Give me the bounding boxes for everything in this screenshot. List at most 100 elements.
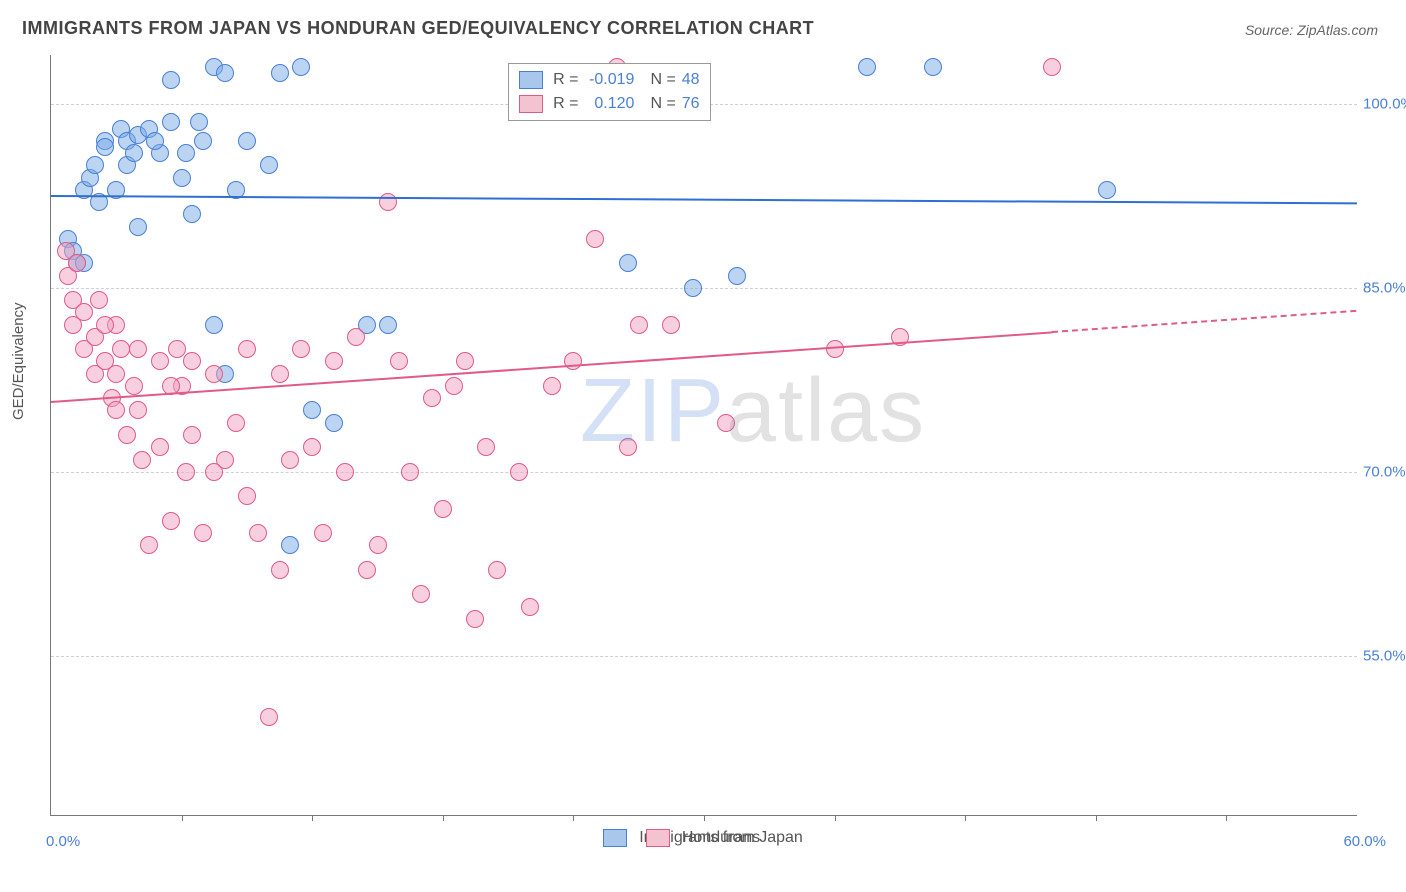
data-point xyxy=(133,451,151,469)
data-point xyxy=(826,340,844,358)
data-point xyxy=(325,352,343,370)
x-start-label: 0.0% xyxy=(46,833,80,850)
data-point xyxy=(125,144,143,162)
data-point xyxy=(358,561,376,579)
legend-swatch xyxy=(603,829,627,847)
data-point xyxy=(379,316,397,334)
n-value: 48 xyxy=(682,71,700,89)
data-point xyxy=(129,401,147,419)
data-point xyxy=(183,352,201,370)
gridline xyxy=(51,288,1357,289)
ytick-label: 85.0% xyxy=(1363,279,1406,296)
data-point xyxy=(129,218,147,236)
legend-swatch xyxy=(519,95,543,113)
data-point xyxy=(249,524,267,542)
xtick xyxy=(1226,815,1227,821)
data-point xyxy=(271,561,289,579)
data-point xyxy=(369,536,387,554)
data-point xyxy=(434,500,452,518)
data-point xyxy=(488,561,506,579)
xtick xyxy=(182,815,183,821)
data-point xyxy=(271,64,289,82)
data-point xyxy=(728,267,746,285)
data-point xyxy=(619,438,637,456)
data-point xyxy=(292,58,310,76)
data-point xyxy=(151,352,169,370)
legend-label: Hondurans xyxy=(682,829,760,847)
data-point xyxy=(412,585,430,603)
data-point xyxy=(227,414,245,432)
data-point xyxy=(173,169,191,187)
xtick xyxy=(573,815,574,821)
data-point xyxy=(281,451,299,469)
data-point xyxy=(162,512,180,530)
data-point xyxy=(510,463,528,481)
legend-item: Hondurans xyxy=(646,829,760,847)
n-label: N = xyxy=(650,71,675,89)
r-label: R = xyxy=(553,71,578,89)
data-point xyxy=(271,365,289,383)
data-point xyxy=(194,524,212,542)
data-point xyxy=(379,193,397,211)
data-point xyxy=(238,340,256,358)
data-point xyxy=(336,463,354,481)
ytick-label: 70.0% xyxy=(1363,463,1406,480)
data-point xyxy=(684,279,702,297)
data-point xyxy=(190,113,208,131)
legend-row: R =-0.019N =48 xyxy=(519,68,699,92)
data-point xyxy=(564,352,582,370)
data-point xyxy=(75,303,93,321)
data-point xyxy=(477,438,495,456)
y-axis-label: GED/Equivalency xyxy=(10,302,27,420)
data-point xyxy=(177,463,195,481)
data-point xyxy=(303,438,321,456)
data-point xyxy=(292,340,310,358)
data-point xyxy=(90,291,108,309)
n-value: 76 xyxy=(682,95,700,113)
trend-line xyxy=(51,195,1357,204)
data-point xyxy=(140,536,158,554)
gridline xyxy=(51,656,1357,657)
data-point xyxy=(619,254,637,272)
xtick xyxy=(1096,815,1097,821)
data-point xyxy=(260,156,278,174)
r-value: 0.120 xyxy=(584,95,634,113)
gridline xyxy=(51,472,1357,473)
data-point xyxy=(858,58,876,76)
data-point xyxy=(347,328,365,346)
data-point xyxy=(456,352,474,370)
legend-swatch xyxy=(646,829,670,847)
data-point xyxy=(314,524,332,542)
data-point xyxy=(521,598,539,616)
data-point xyxy=(205,463,223,481)
data-point xyxy=(205,316,223,334)
data-point xyxy=(401,463,419,481)
xtick xyxy=(443,815,444,821)
source-label: Source: ZipAtlas.com xyxy=(1245,22,1378,38)
correlation-legend: R =-0.019N =48R =0.120N =76 xyxy=(508,63,710,121)
data-point xyxy=(445,377,463,395)
data-point xyxy=(238,132,256,150)
data-point xyxy=(162,71,180,89)
data-point xyxy=(543,377,561,395)
data-point xyxy=(86,156,104,174)
data-point xyxy=(205,365,223,383)
data-point xyxy=(162,113,180,131)
data-point xyxy=(68,254,86,272)
ytick-label: 100.0% xyxy=(1363,96,1406,113)
data-point xyxy=(586,230,604,248)
data-point xyxy=(118,426,136,444)
data-point xyxy=(125,377,143,395)
legend-swatch xyxy=(519,71,543,89)
r-label: R = xyxy=(553,95,578,113)
data-point xyxy=(107,365,125,383)
data-point xyxy=(151,438,169,456)
data-point xyxy=(183,205,201,223)
data-point xyxy=(717,414,735,432)
data-point xyxy=(325,414,343,432)
data-point xyxy=(129,340,147,358)
ytick-label: 55.0% xyxy=(1363,647,1406,664)
plot-area: 55.0%70.0%85.0%100.0%R =-0.019N =48R =0.… xyxy=(50,55,1357,816)
data-point xyxy=(216,64,234,82)
data-point xyxy=(183,426,201,444)
